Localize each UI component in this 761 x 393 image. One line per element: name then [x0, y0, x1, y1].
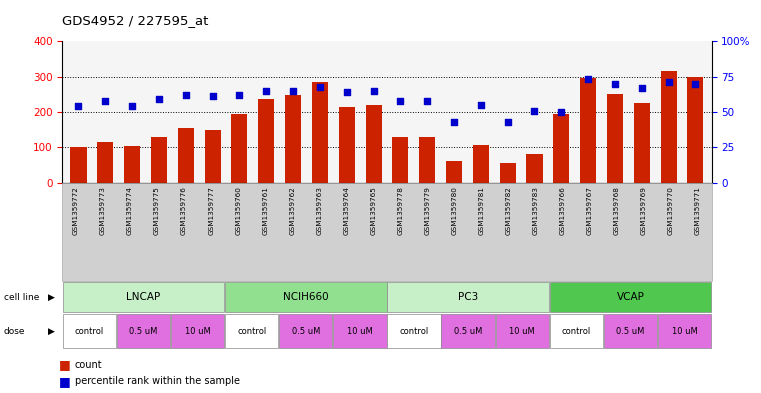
Text: GSM1359778: GSM1359778: [397, 185, 403, 235]
Text: GSM1359774: GSM1359774: [127, 185, 133, 235]
Text: GSM1359766: GSM1359766: [560, 185, 565, 235]
Text: GDS4952 / 227595_at: GDS4952 / 227595_at: [62, 14, 209, 27]
Point: [501, 119, 514, 125]
Point: [287, 88, 299, 94]
Text: ▶: ▶: [48, 293, 56, 302]
Text: GSM1359773: GSM1359773: [100, 185, 106, 235]
Point: [421, 97, 433, 104]
Text: GSM1359771: GSM1359771: [695, 185, 701, 235]
Text: GSM1359772: GSM1359772: [73, 185, 79, 235]
Text: control: control: [562, 327, 591, 336]
Text: NCIH660: NCIH660: [283, 292, 329, 302]
Bar: [580, 78, 596, 183]
Text: ▶: ▶: [48, 327, 56, 336]
Point: [689, 81, 702, 87]
Point: [368, 88, 380, 94]
Text: GSM1359765: GSM1359765: [371, 185, 377, 235]
Text: 10 uM: 10 uM: [185, 327, 211, 336]
Text: GSM1359780: GSM1359780: [451, 185, 457, 235]
Bar: [687, 77, 703, 183]
Point: [234, 92, 246, 98]
Bar: [231, 114, 247, 183]
Text: percentile rank within the sample: percentile rank within the sample: [75, 376, 240, 386]
Bar: [419, 137, 435, 183]
Text: 10 uM: 10 uM: [347, 327, 373, 336]
Point: [394, 97, 406, 104]
Text: ■: ■: [59, 375, 71, 388]
Text: cell line: cell line: [4, 293, 39, 302]
Text: GSM1359769: GSM1359769: [641, 185, 647, 235]
Bar: [661, 71, 677, 183]
Point: [635, 85, 648, 91]
Point: [475, 102, 487, 108]
Text: ■: ■: [59, 358, 71, 371]
Text: 0.5 uM: 0.5 uM: [129, 327, 158, 336]
Text: GSM1359782: GSM1359782: [505, 185, 511, 235]
Text: GSM1359768: GSM1359768: [614, 185, 620, 235]
Bar: [393, 137, 409, 183]
Bar: [97, 142, 113, 183]
Point: [314, 83, 326, 90]
Text: dose: dose: [4, 327, 25, 336]
Text: GSM1359762: GSM1359762: [289, 185, 295, 235]
Text: VCAP: VCAP: [616, 292, 645, 302]
Text: GSM1359770: GSM1359770: [668, 185, 674, 235]
Point: [99, 97, 111, 104]
Point: [528, 107, 540, 114]
Text: GSM1359763: GSM1359763: [317, 185, 323, 235]
Text: 0.5 uM: 0.5 uM: [454, 327, 482, 336]
Bar: [527, 154, 543, 183]
Point: [448, 119, 460, 125]
Point: [72, 103, 84, 110]
Text: PC3: PC3: [458, 292, 478, 302]
Text: control: control: [237, 327, 266, 336]
Point: [126, 103, 139, 110]
Point: [206, 93, 218, 99]
Bar: [473, 145, 489, 183]
Point: [663, 79, 675, 85]
Text: GSM1359760: GSM1359760: [235, 185, 241, 235]
Bar: [285, 95, 301, 183]
Point: [260, 88, 272, 94]
Text: control: control: [75, 327, 104, 336]
Text: GSM1359767: GSM1359767: [587, 185, 593, 235]
Text: 0.5 uM: 0.5 uM: [291, 327, 320, 336]
Bar: [446, 161, 462, 183]
Point: [341, 89, 353, 95]
Text: 10 uM: 10 uM: [509, 327, 535, 336]
Point: [582, 76, 594, 83]
Text: LNCAP: LNCAP: [126, 292, 161, 302]
Bar: [178, 128, 194, 183]
Point: [609, 81, 621, 87]
Text: count: count: [75, 360, 102, 370]
Text: GSM1359764: GSM1359764: [343, 185, 349, 235]
Bar: [151, 137, 167, 183]
Text: 10 uM: 10 uM: [672, 327, 697, 336]
Bar: [124, 145, 140, 183]
Bar: [312, 82, 328, 183]
Bar: [553, 114, 569, 183]
Bar: [205, 130, 221, 183]
Text: GSM1359775: GSM1359775: [154, 185, 160, 235]
Text: GSM1359783: GSM1359783: [533, 185, 539, 235]
Bar: [258, 99, 274, 183]
Text: GSM1359776: GSM1359776: [181, 185, 187, 235]
Text: control: control: [400, 327, 428, 336]
Bar: [339, 107, 355, 183]
Bar: [634, 103, 650, 183]
Point: [153, 96, 165, 103]
Text: GSM1359781: GSM1359781: [479, 185, 485, 235]
Text: GSM1359779: GSM1359779: [425, 185, 431, 235]
Bar: [365, 105, 381, 183]
Bar: [500, 163, 516, 183]
Text: GSM1359761: GSM1359761: [263, 185, 269, 235]
Point: [556, 109, 568, 115]
Bar: [607, 94, 623, 183]
Text: 0.5 uM: 0.5 uM: [616, 327, 645, 336]
Text: GSM1359777: GSM1359777: [209, 185, 214, 235]
Bar: [71, 147, 87, 183]
Point: [180, 92, 192, 98]
